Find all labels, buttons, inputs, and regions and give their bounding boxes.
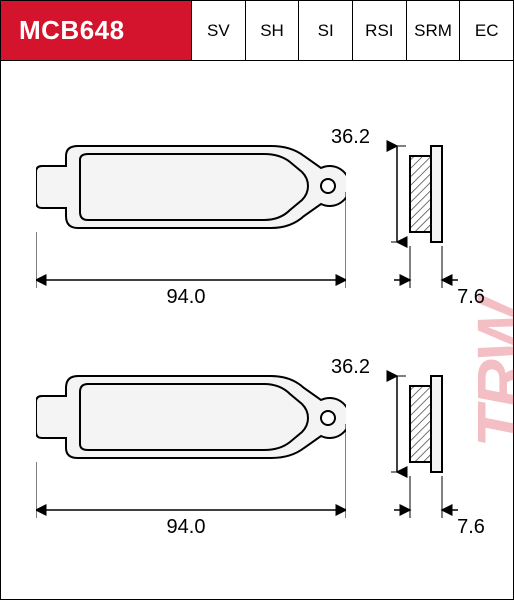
part-number: MCB648 — [19, 15, 125, 46]
pad-2-width-label: 94.0 — [156, 516, 216, 539]
brake-pad-2-side — [386, 346, 496, 526]
part-number-cell: MCB648 — [1, 1, 191, 60]
pad-1-thickness-label: 7.6 — [451, 286, 491, 309]
brake-pad-2-front — [36, 346, 346, 526]
diagram-area: TRW — [1, 61, 513, 600]
variant-si: SI — [298, 1, 352, 60]
spec-sheet: MCB648 SV SH SI RSI SRM EC TRW — [0, 0, 514, 600]
brake-pad-1-side — [386, 116, 496, 296]
variant-sv: SV — [191, 1, 245, 60]
variant-srm: SRM — [406, 1, 460, 60]
header-row: MCB648 SV SH SI RSI SRM EC — [1, 1, 513, 61]
variant-ec: EC — [459, 1, 513, 60]
brake-pad-1-front — [36, 116, 346, 296]
pad-2-thickness-label: 7.6 — [451, 516, 491, 539]
variant-sh: SH — [245, 1, 299, 60]
variant-row: SV SH SI RSI SRM EC — [191, 1, 513, 60]
variant-rsi: RSI — [352, 1, 406, 60]
pad-1-width-label: 94.0 — [156, 286, 216, 309]
pad-2-height-label: 36.2 — [323, 356, 378, 379]
pad-1-height-label: 36.2 — [323, 126, 378, 149]
